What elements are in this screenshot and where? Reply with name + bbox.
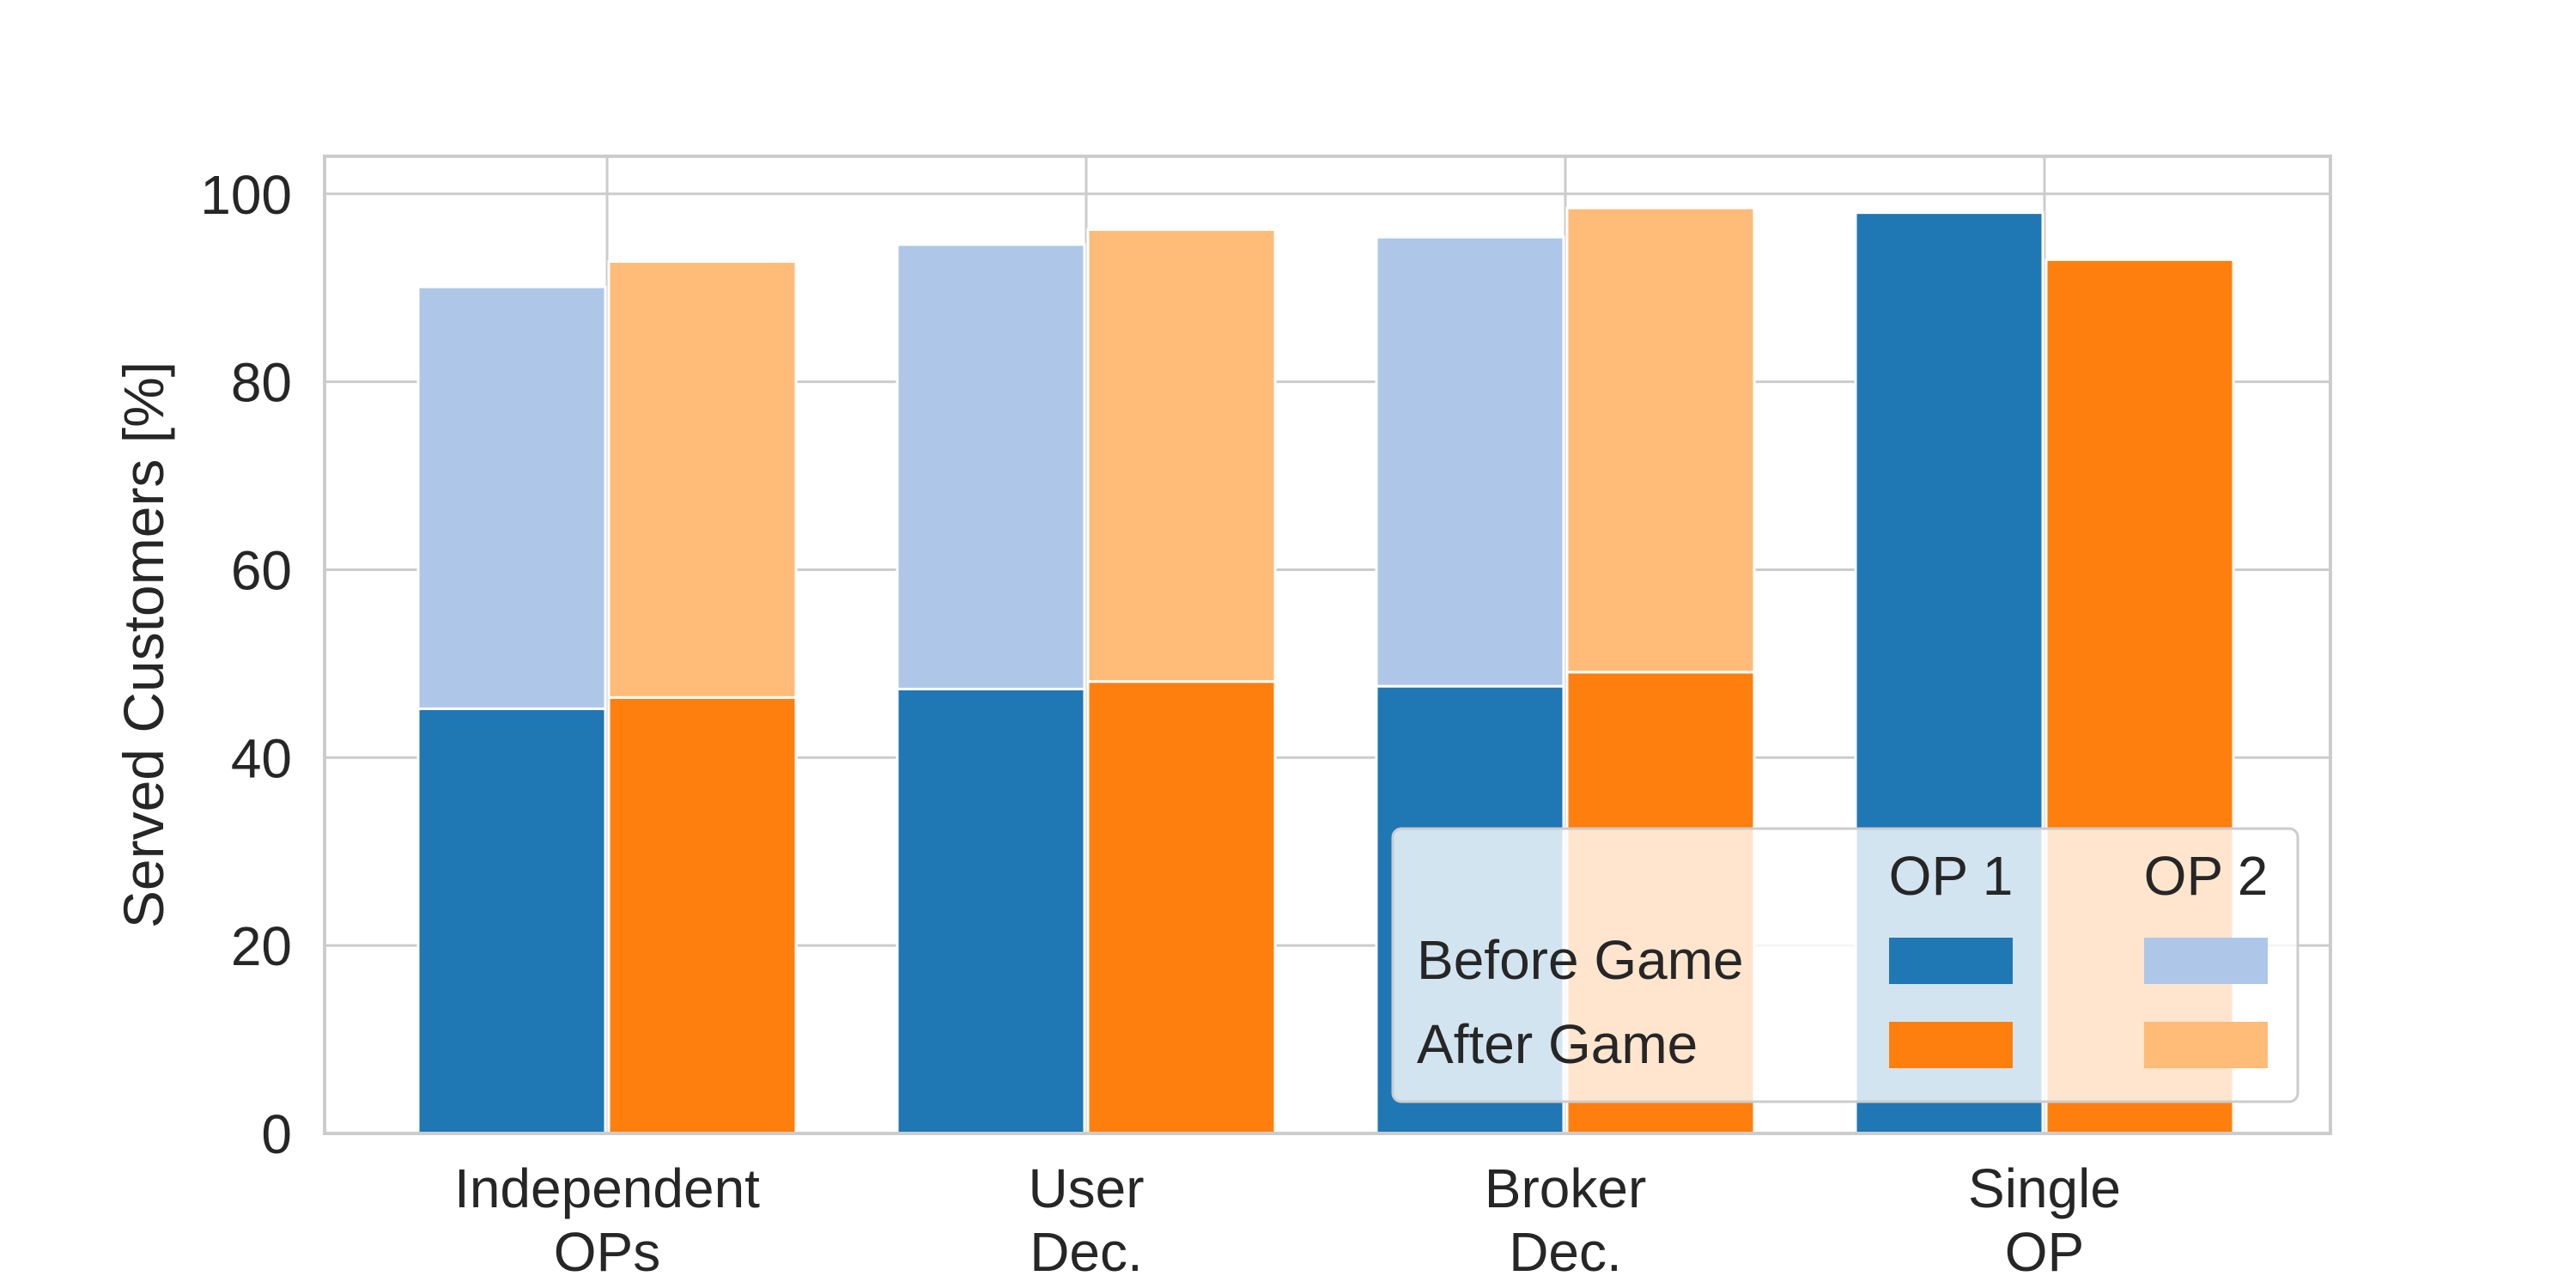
x-tick-cat2-line0: Broker [1485,1157,1647,1219]
y-tick-labels: 0 20 40 60 80 100 [200,164,292,1165]
legend-row-before-game: Before Game [1417,929,1744,991]
bars [416,206,2235,1135]
x-tick-cat3-line1: OP [2005,1221,2084,1283]
bar-after-game-op2-cat2 [1565,206,1756,674]
x-tick-cat1-line1: Dec. [1030,1221,1143,1283]
y-axis-label: Served Customers [%] [112,361,175,928]
x-tick-cat0-line0: Independent [454,1157,760,1219]
y-tick-0: 0 [261,1103,292,1165]
legend: OP 1 OP 2 Before Game After Game [1391,827,2300,1103]
y-tick-80: 80 [231,352,292,414]
legend-swatch-row1-col1 [2144,1022,2268,1068]
legend-swatch-row0-col1 [2144,938,2268,984]
bar-after-game-op2-cat0 [607,260,798,699]
legend-swatch-row1-col0 [1889,1022,2013,1068]
legend-box [1391,827,2300,1103]
bar-before-game-op2-cat1 [896,243,1086,690]
bar-before-game-op2-cat2 [1375,235,1565,688]
bar-after-game-op1-cat0 [607,696,798,1135]
x-tick-cat0-line1: OPs [554,1221,660,1283]
y-tick-100: 100 [200,164,292,226]
legend-col-op2: OP 2 [2144,845,2269,907]
x-tick-cat3-line0: Single [1968,1157,2121,1219]
x-tick-cat2-line1: Dec. [1509,1221,1622,1283]
bar-before-game-op1-cat0 [416,707,607,1135]
legend-swatch-row0-col0 [1889,938,2013,984]
x-tick-cat1-line0: User [1028,1157,1144,1219]
bar-after-game-op2-cat1 [1086,228,1277,683]
plot-frame [323,155,2332,1135]
legend-row-after-game: After Game [1417,1013,1698,1075]
bar-after-game-op1-cat1 [1086,680,1277,1135]
bar-before-game-op2-cat0 [416,285,607,710]
bar-before-game-op1-cat1 [896,687,1086,1135]
y-tick-60: 60 [231,539,292,601]
y-tick-20: 20 [231,915,292,977]
legend-col-op1: OP 1 [1889,845,2014,907]
y-tick-40: 40 [231,727,292,789]
